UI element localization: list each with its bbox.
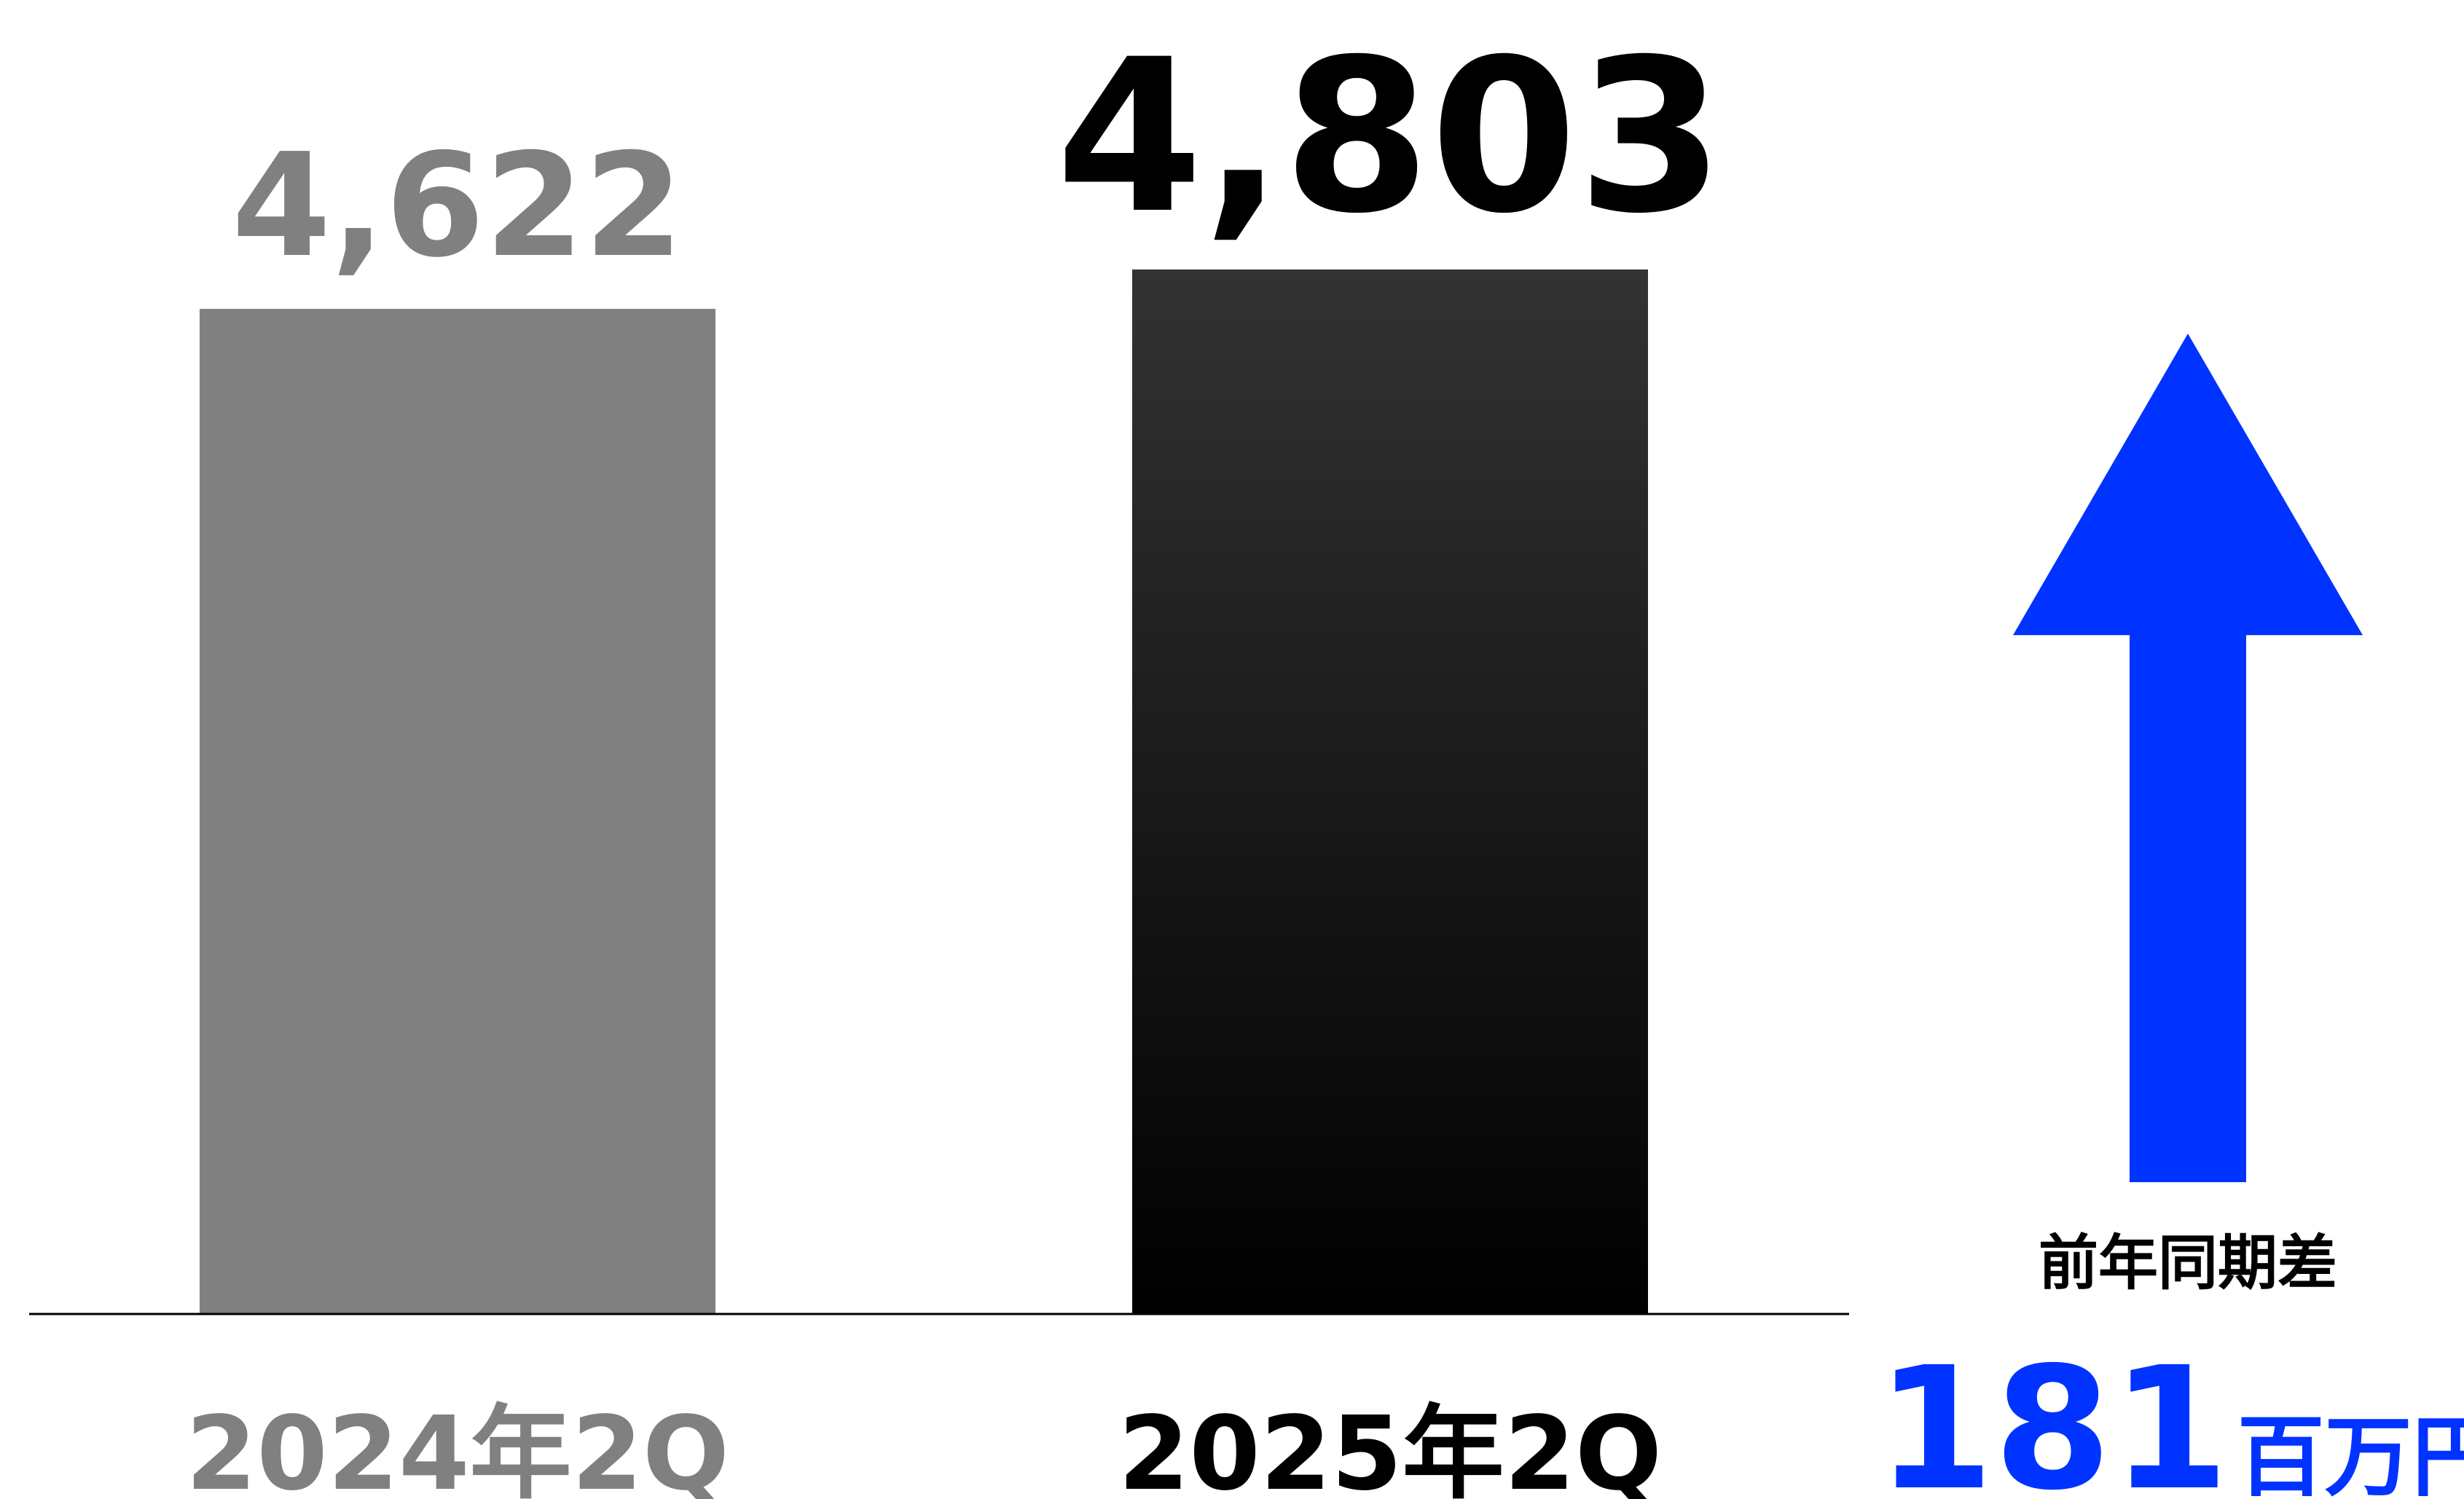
- up-arrow-icon: [2013, 334, 2363, 1182]
- diff-caption: 前年同期差: [2039, 1229, 2337, 1298]
- diff-value: 181: [1876, 1331, 2229, 1499]
- diff-value-line: 181 百万円: [1876, 1331, 2464, 1499]
- diff-unit: 百万円: [2237, 1407, 2464, 1499]
- bar-value-label-1: 4,622: [232, 123, 683, 289]
- bar-1: [200, 309, 715, 1314]
- category-label-1: 2024年2Q: [186, 1395, 729, 1499]
- bar-2: [1132, 269, 1648, 1314]
- bar-value-label-2: 4,803: [1056, 15, 1724, 260]
- category-label-2: 2025年2Q: [1118, 1395, 1662, 1499]
- value-labels-layer: 4,622 4,803: [232, 15, 1725, 289]
- bars-layer: [200, 269, 1648, 1314]
- category-labels-layer: 2024年2Q 2025年2Q: [186, 1395, 1662, 1499]
